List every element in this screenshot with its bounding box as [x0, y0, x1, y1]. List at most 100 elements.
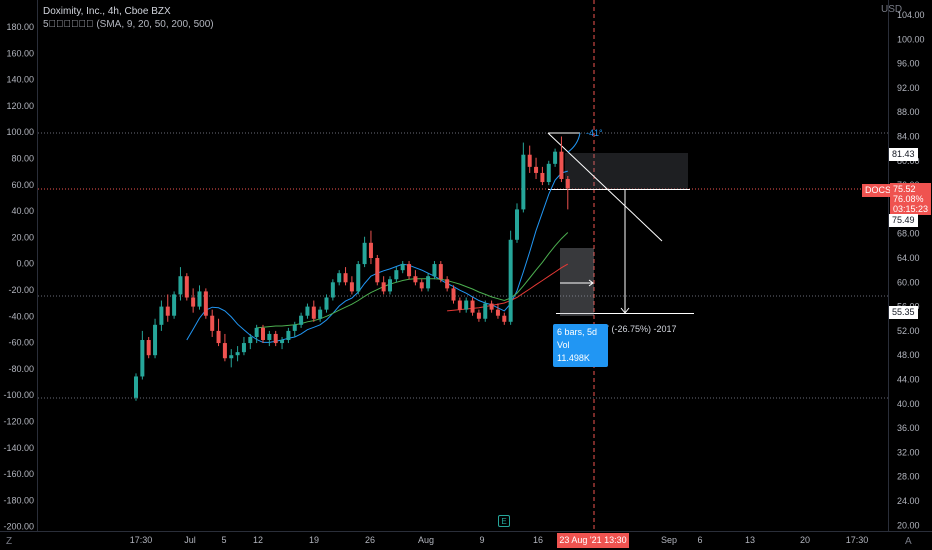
candle-body: [457, 300, 462, 310]
candle-body: [534, 166, 539, 173]
candle-body: [254, 327, 259, 337]
candle-body: [184, 276, 189, 298]
candle-body: [565, 179, 570, 189]
candle-body: [292, 324, 297, 331]
candle-body: [413, 276, 418, 283]
left-axis-tick: 100.00: [6, 127, 34, 137]
symbol-title[interactable]: Doximity, Inc., 4h, Cboe BZX: [43, 6, 171, 17]
candle-body: [540, 172, 545, 183]
time-axis-tick: 9: [479, 535, 484, 545]
chart-legend: Doximity, Inc., 4h, Cboe BZX 5       (SM…: [43, 5, 214, 31]
candle-body: [559, 151, 564, 180]
candle-body: [311, 306, 316, 319]
right-axis-tick: 96.00: [897, 59, 920, 69]
time-axis-tick: 6: [697, 535, 702, 545]
price-label-mid: 75.49: [889, 214, 918, 227]
candle-body: [381, 282, 386, 292]
candle-body: [203, 291, 208, 316]
price-label-upper: 81.43: [889, 148, 918, 161]
angle-arc: [567, 132, 581, 153]
candle-body: [470, 300, 475, 313]
drawings-layer: [547, 132, 694, 316]
bar-countdown: 03:15:23: [893, 204, 929, 214]
candle-body: [134, 376, 138, 398]
left-axis-tick: 140.00: [6, 75, 34, 85]
candle-body: [546, 163, 551, 183]
candle-body: [527, 154, 532, 167]
right-axis-tick: 48.00: [897, 350, 920, 360]
candle-body: [508, 239, 513, 322]
candle-body: [324, 297, 329, 310]
right-axis-tick: 64.00: [897, 253, 920, 263]
auto-scale-toggle[interactable]: A: [905, 536, 912, 547]
time-axis-tick: 12: [253, 535, 263, 545]
candle-body: [305, 306, 310, 316]
right-axis-tick: 60.00: [897, 277, 920, 287]
candle-body: [502, 315, 507, 322]
right-axis-tick: 24.00: [897, 496, 920, 506]
candle-body: [146, 340, 151, 356]
left-axis-tick: -80.00: [8, 364, 34, 374]
candle-body: [553, 151, 558, 164]
candle-body: [362, 242, 367, 265]
candle-body: [153, 324, 158, 356]
timezone-toggle[interactable]: Z: [6, 536, 13, 547]
candle-body: [464, 300, 469, 310]
candle-body: [280, 340, 285, 344]
time-axis[interactable]: 17:30 Jul 5 12 19 26 Aug 9 16 Sep 6 13 20 17:30: [130, 535, 869, 545]
time-axis-tick: Sep: [661, 535, 677, 545]
candle-body: [343, 273, 348, 283]
candle-body: [419, 282, 424, 289]
last-price-block: 75.52 76.08% 03:15:23: [890, 183, 932, 215]
candle-body: [388, 279, 392, 292]
candle-body: [483, 303, 488, 319]
candle-body: [400, 264, 405, 271]
time-axis-tick: 19: [309, 535, 319, 545]
candle-body: [299, 315, 304, 325]
indicator-title[interactable]: 5       (SMA, 9, 20, 50, 200, 500): [43, 19, 214, 30]
last-price: 75.52: [893, 184, 916, 194]
grid-lines: [0, 0, 932, 532]
candle-body: [515, 209, 519, 240]
candle-body: [349, 282, 354, 292]
candle-body: [451, 288, 456, 301]
candle-body: [210, 315, 215, 331]
candle-body: [235, 352, 240, 356]
right-axis-tick: 36.00: [897, 423, 920, 433]
candle-body: [286, 330, 291, 341]
right-axis-tick: 32.00: [897, 447, 920, 457]
ma-line-2: [256, 232, 569, 329]
right-axis-tick: 28.00: [897, 472, 920, 482]
candle-body: [222, 343, 227, 359]
right-axis-tick: 40.00: [897, 399, 920, 409]
crosshair-time-label: 23 Aug '21 13:30: [557, 533, 629, 548]
candle-body: [330, 282, 335, 298]
candles: [134, 136, 570, 401]
time-axis-tick: 20: [800, 535, 810, 545]
trend-angle-line: [547, 132, 663, 242]
left-axis-tick: 0.00: [16, 259, 34, 269]
measure-label: 17 (-26.75%) -2017: [599, 324, 677, 334]
candle-body: [273, 333, 278, 344]
left-axis-tick: -20.00: [8, 285, 34, 295]
candle-body: [407, 264, 412, 277]
candle-body: [267, 333, 272, 341]
left-axis-tick: 40.00: [11, 206, 34, 216]
candle-body: [261, 327, 265, 341]
candle-body: [394, 270, 399, 280]
candle-body: [140, 340, 145, 377]
candle-body: [375, 258, 380, 283]
right-price-axis[interactable]: 104.00100.0096.0092.0088.0084.0080.0076.…: [897, 10, 925, 530]
right-axis-tick: 88.00: [897, 107, 920, 117]
candle-body: [159, 306, 164, 325]
time-axis-tick: 26: [365, 535, 375, 545]
currency-label[interactable]: USD: [881, 4, 903, 15]
earnings-icon[interactable]: E: [498, 515, 510, 527]
right-axis-tick: 44.00: [897, 375, 920, 385]
right-axis-tick: 52.00: [897, 326, 920, 336]
right-axis-tick: 92.00: [897, 83, 920, 93]
left-axis-tick: -120.00: [3, 417, 34, 427]
right-axis-tick: 104.00: [897, 10, 925, 20]
left-axis-tick: -160.00: [3, 469, 34, 479]
